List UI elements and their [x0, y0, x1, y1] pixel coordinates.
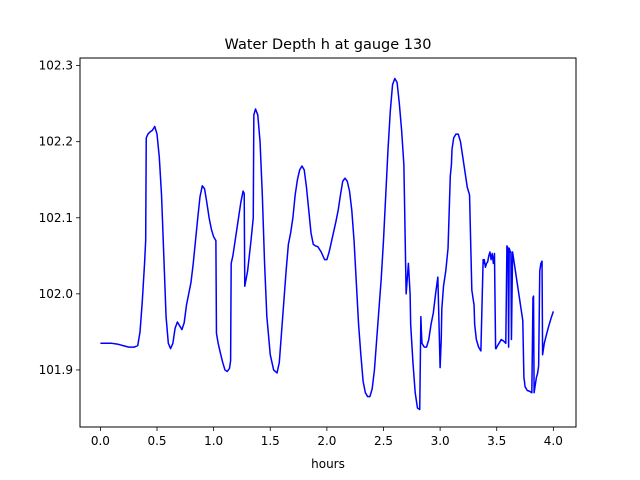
x-axis: 0.0 0.5 1.0 1.5 2.0 2.5 3.0 3.5 4.0: [91, 427, 563, 448]
x-tick-label: 1.5: [261, 434, 280, 448]
chart-title: Water Depth h at gauge 130: [225, 37, 432, 53]
y-tick-label: 101.9: [39, 363, 73, 377]
x-tick-label: 1.0: [204, 434, 223, 448]
x-tick-label: 0.5: [147, 434, 166, 448]
plot-area: [79, 57, 577, 428]
y-tick-label: 102.2: [39, 135, 73, 149]
y-tick-label: 102.0: [39, 287, 73, 301]
x-axis-label: hours: [311, 457, 345, 471]
x-tick-label: 4.0: [544, 434, 563, 448]
y-tick-label: 102.3: [39, 59, 73, 73]
y-tick-label: 102.1: [39, 211, 73, 225]
x-tick-label: 2.0: [317, 434, 336, 448]
y-axis: 101.9 102.0 102.1 102.2 102.3: [39, 59, 80, 377]
series-line-water-depth: [100, 77, 555, 411]
x-tick-label: 0.0: [91, 434, 110, 448]
x-tick-label: 2.5: [374, 434, 393, 448]
plot-frame: [79, 57, 577, 428]
x-tick-label: 3.0: [431, 434, 450, 448]
x-tick-label: 3.5: [487, 434, 506, 448]
